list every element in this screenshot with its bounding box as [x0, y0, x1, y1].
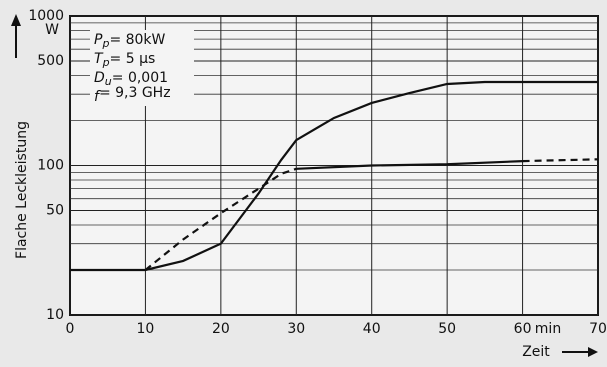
annotation: Tp= 5 µs	[94, 51, 155, 69]
annotation-rest: = 80kW	[109, 32, 165, 48]
x-tick-label: 60	[514, 321, 532, 337]
annotation-main: f	[94, 89, 101, 105]
y-tick-label: 1000	[28, 8, 64, 24]
annotation-rest: = 0,001	[112, 70, 168, 86]
annotation-main: P	[94, 32, 103, 48]
x-tick-label: 40	[363, 321, 381, 337]
annotation-rest: = 5 µs	[110, 51, 156, 67]
x-tick-label: 70	[589, 321, 607, 337]
y-tick-label: 10	[46, 307, 64, 323]
annotation: f= 9,3 GHz	[94, 85, 171, 105]
line	[522, 158, 599, 163]
y-tick-label: 500	[37, 53, 64, 69]
annotation: Pp= 80kW	[94, 32, 166, 50]
y-tick-label: 100	[37, 158, 64, 174]
x-unit: min	[535, 321, 561, 337]
x-tick-label: 0	[66, 321, 75, 337]
y-tick-label: 50	[46, 203, 64, 219]
annotation-sub: u	[105, 75, 112, 88]
annotation-sub: p	[102, 56, 110, 69]
y-label: Flache Leckleistung	[14, 121, 30, 259]
x-tick-label: 30	[287, 321, 305, 337]
annotation-main: D	[94, 70, 105, 86]
annotation-rest: = 9,3 GHz	[99, 85, 171, 101]
x-tick-label: 50	[438, 321, 456, 337]
annotation-sub: p	[101, 37, 109, 50]
line	[296, 160, 523, 170]
x-tick-label: 10	[137, 321, 155, 337]
annotation-box	[90, 30, 194, 106]
x-tick-label: 20	[212, 321, 230, 337]
annotation: Du= 0,001	[94, 70, 168, 88]
line	[144, 167, 297, 271]
y-arrow-head	[11, 14, 21, 26]
x-arrow-head	[588, 347, 598, 357]
annotation-main: T	[94, 51, 104, 67]
line	[70, 80, 598, 272]
y-unit: W	[45, 22, 59, 38]
x-label: Zeit	[522, 344, 550, 360]
